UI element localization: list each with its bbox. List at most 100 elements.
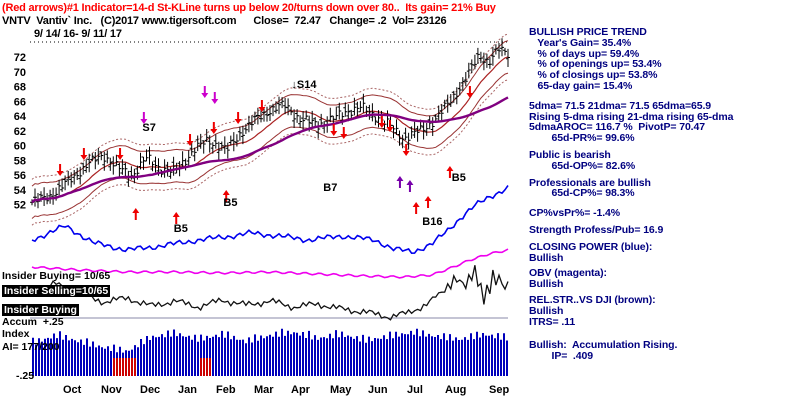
panel-line: 65d-CP%= 98.3%: [529, 187, 635, 200]
panel-line: BULLISH PRICE TREND: [529, 26, 647, 38]
price-axis-label: 58: [14, 155, 26, 167]
panel-line: OBV (magenta):: [529, 267, 607, 280]
price-axis-label: 52: [14, 200, 26, 212]
closing-power-line: [31, 185, 509, 255]
price-axis-label: 72: [14, 52, 26, 64]
price-bars: [30, 38, 510, 209]
sell-arrow: [80, 148, 88, 160]
panel-line: Bullish: [529, 278, 564, 291]
sell-arrow: [340, 127, 348, 139]
sell-arrow: [258, 100, 266, 112]
price-axis-label: 66: [14, 96, 26, 108]
sell-arrow: [116, 148, 124, 160]
month-axis-label: Dec: [140, 384, 160, 396]
sell-arrow: [140, 112, 148, 124]
sell-arrow: [186, 134, 194, 146]
obv-line: [31, 248, 509, 279]
panel-line: 65d-OP%= 82.6%: [529, 159, 636, 172]
panel-line: Professionals are bullish: [529, 176, 651, 189]
panel-line: Public is bearish: [529, 148, 611, 161]
price-axis-label: 54: [14, 185, 27, 197]
price-axis-label: 60: [14, 141, 26, 153]
sell-arrow: [386, 120, 394, 132]
stats-panel: BULLISH PRICE TREND Year's Gain= 35.4% %…: [529, 27, 799, 362]
month-axis-label: Jun: [368, 384, 388, 396]
ticker-title-line: VNTV Vantiv` Inc. (C)2017 www.tigersoft.…: [2, 15, 447, 27]
insider-buying-ratio-label: Insider Buying= 10/65: [2, 270, 111, 282]
month-axis-label: Aug: [445, 384, 466, 396]
accum-minus-label: -.25: [16, 370, 35, 382]
panel-line: Bullish: [529, 304, 564, 317]
month-axis-label: Jan: [178, 384, 197, 396]
signal-label: B16: [422, 216, 442, 228]
panel-line: Bullish: Accumulation Rising.: [529, 339, 678, 352]
signal-label: B5: [452, 172, 466, 184]
relative-strength-line: [31, 265, 509, 321]
accum-index-label: Index: [2, 328, 30, 340]
insider-buying-label: Insider Buying: [2, 304, 79, 316]
sell-arrow: [330, 124, 338, 136]
panel-line: IP= .409: [529, 350, 594, 363]
buy-arrow: [446, 166, 454, 178]
sell-arrow: [234, 112, 242, 124]
month-axis-label: Sep: [489, 384, 509, 396]
buy-arrow: [396, 176, 404, 188]
indicator-signal-line: (Red arrows)#1 Indicator=14-d St-KLine t…: [2, 2, 496, 14]
month-axis-label: Feb: [216, 384, 236, 396]
panel-line: % of days up= 59.4%: [529, 47, 640, 60]
lower-band: [31, 72, 509, 219]
buy-arrow: [222, 190, 230, 202]
panel-line: % of openings up= 53.4%: [529, 58, 662, 71]
month-axis-label: Oct: [63, 384, 82, 396]
panel-line: Strength Profess/Pub= 16.9: [529, 223, 664, 236]
sell-arrow: [402, 144, 410, 156]
signal-label: ↓S14: [291, 79, 317, 91]
date-range-label: 9/ 14/ 16- 9/ 11/ 17: [34, 28, 122, 40]
ma-21-line: [31, 56, 509, 203]
panel-line: 5dma= 71.5 21dma= 71.5 65dma=65.9: [529, 99, 712, 112]
price-axis-label: 62: [14, 126, 26, 138]
price-axis-label: 70: [14, 67, 26, 79]
panel-line: Rising 5-dma rising 21-dma rising 65-dma: [529, 110, 734, 123]
lower-outer-band: [31, 79, 509, 226]
panel-line: % of closings up= 53.8%: [529, 69, 658, 82]
sell-arrow: [211, 92, 219, 104]
panel-line: ITRS= .11: [529, 315, 576, 328]
panel-line: 65-day gain= 15.4%: [529, 79, 633, 92]
signal-label: S7: [142, 122, 155, 134]
accum-plus-label: Accum +.25: [2, 316, 64, 328]
buy-arrow: [412, 202, 420, 214]
panel-line: CLOSING POWER (blue):: [529, 240, 653, 253]
month-axis-label: Mar: [254, 384, 274, 396]
buy-arrow: [132, 208, 140, 220]
price-axis-label: 68: [14, 82, 26, 94]
accumulation-histogram: [32, 328, 508, 376]
panel-line: REL.STR..VS DJI (brown):: [529, 293, 656, 306]
insider-selling-ratio-label: Insider Selling=10/65: [2, 285, 111, 297]
sell-arrow: [56, 164, 64, 176]
panel-line: 65d-PR%= 99.6%: [529, 132, 635, 145]
ma-65-line: [31, 96, 509, 204]
ai-value-label: AI= 177/200: [2, 341, 60, 353]
sell-arrow: [201, 86, 209, 98]
signal-label: B7: [323, 182, 337, 194]
buy-arrow: [406, 180, 414, 192]
buy-arrow: [424, 196, 432, 208]
signal-label: B5: [223, 197, 237, 209]
sell-arrow: [466, 86, 474, 98]
month-axis-label: Apr: [291, 384, 311, 396]
buy-arrow: [172, 212, 180, 224]
signal-arrows: [56, 86, 474, 224]
sell-arrow: [378, 116, 386, 128]
accumulation-histogram-red: [113, 358, 211, 376]
panel-line: 5dmaAROC= 116.7 % PivotP= 70.47: [529, 121, 705, 134]
month-axis-label: Nov: [101, 384, 123, 396]
panel-line: Bullish: [529, 251, 564, 264]
signal-label: B5: [174, 223, 188, 235]
panel-line: Year's Gain= 35.4%: [529, 36, 632, 49]
panel-line: CP%vsPr%= -1.4%: [529, 207, 621, 220]
price-axis-label: 64: [14, 111, 27, 123]
month-axis-label: Jul: [407, 384, 423, 396]
